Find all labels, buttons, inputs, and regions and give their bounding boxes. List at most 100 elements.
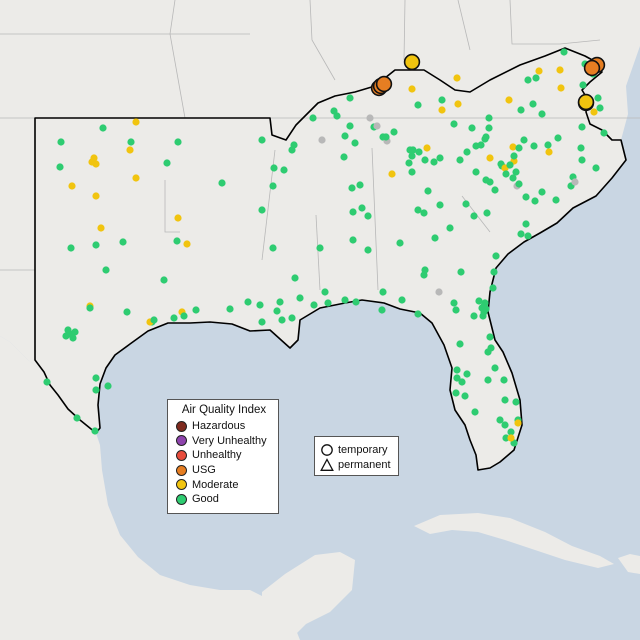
monitor-marker[interactable]: [256, 301, 264, 309]
monitor-marker[interactable]: [509, 174, 517, 182]
monitor-marker[interactable]: [509, 143, 517, 151]
monitor-marker[interactable]: [378, 306, 386, 314]
monitor-marker[interactable]: [515, 144, 523, 152]
monitor-marker[interactable]: [512, 398, 520, 406]
monitor-marker[interactable]: [57, 138, 65, 146]
monitor-marker[interactable]: [538, 188, 546, 196]
monitor-marker[interactable]: [288, 314, 296, 322]
monitor-marker[interactable]: [554, 134, 562, 142]
monitor-marker[interactable]: [486, 178, 494, 186]
monitor-marker[interactable]: [592, 164, 600, 172]
monitor-marker[interactable]: [456, 340, 464, 348]
monitor-marker[interactable]: [420, 271, 428, 279]
monitor-marker[interactable]: [358, 204, 366, 212]
monitor-marker[interactable]: [174, 214, 182, 222]
monitor-marker[interactable]: [349, 208, 357, 216]
monitor-marker[interactable]: [97, 224, 105, 232]
monitor-marker[interactable]: [502, 434, 510, 442]
monitor-marker[interactable]: [269, 244, 277, 252]
monitor-marker[interactable]: [529, 100, 537, 108]
monitor-marker[interactable]: [406, 146, 414, 154]
monitor-marker[interactable]: [348, 184, 356, 192]
monitor-marker[interactable]: [557, 84, 565, 92]
monitor-marker[interactable]: [398, 296, 406, 304]
monitor-marker[interactable]: [484, 348, 492, 356]
monitor-marker[interactable]: [408, 168, 416, 176]
monitor-marker[interactable]: [276, 298, 284, 306]
monitor-marker[interactable]: [483, 209, 491, 217]
monitor-marker[interactable]: [436, 201, 444, 209]
monitor-marker[interactable]: [479, 312, 487, 320]
monitor-marker[interactable]: [577, 144, 585, 152]
monitor-marker[interactable]: [349, 236, 357, 244]
monitor-marker[interactable]: [538, 110, 546, 118]
monitor-marker[interactable]: [192, 306, 200, 314]
monitor-marker[interactable]: [126, 146, 134, 154]
monitor-marker[interactable]: [104, 382, 112, 390]
monitor-marker[interactable]: [291, 274, 299, 282]
monitor-marker[interactable]: [258, 206, 266, 214]
monitor-marker[interactable]: [438, 96, 446, 104]
monitor-marker[interactable]: [560, 48, 568, 56]
monitor-marker[interactable]: [472, 168, 480, 176]
monitor-marker[interactable]: [491, 186, 499, 194]
monitor-marker[interactable]: [132, 174, 140, 182]
monitor-marker[interactable]: [596, 104, 604, 112]
monitor-marker[interactable]: [180, 312, 188, 320]
monitor-marker[interactable]: [470, 312, 478, 320]
monitor-marker[interactable]: [123, 308, 131, 316]
temporary-monitor-marker[interactable]: [375, 75, 393, 93]
monitor-marker[interactable]: [352, 298, 360, 306]
monitor-marker[interactable]: [517, 230, 525, 238]
monitor-marker[interactable]: [502, 170, 510, 178]
temporary-monitor-marker[interactable]: [577, 93, 595, 111]
monitor-marker[interactable]: [73, 414, 81, 422]
monitor-marker[interactable]: [462, 200, 470, 208]
monitor-marker[interactable]: [500, 376, 508, 384]
monitor-marker[interactable]: [515, 180, 523, 188]
monitor-marker[interactable]: [390, 128, 398, 136]
monitor-marker[interactable]: [590, 108, 598, 116]
monitor-marker[interactable]: [356, 181, 364, 189]
monitor-marker[interactable]: [485, 114, 493, 122]
monitor-marker[interactable]: [517, 106, 525, 114]
monitor-marker[interactable]: [415, 148, 423, 156]
monitor-marker[interactable]: [507, 434, 515, 442]
monitor-marker[interactable]: [423, 144, 431, 152]
monitor-marker[interactable]: [436, 154, 444, 162]
monitor-marker[interactable]: [522, 220, 530, 228]
temporary-monitor-marker[interactable]: [403, 53, 421, 71]
monitor-marker[interactable]: [450, 120, 458, 128]
monitor-marker[interactable]: [520, 136, 528, 144]
monitor-marker[interactable]: [505, 96, 513, 104]
monitor-marker[interactable]: [414, 206, 422, 214]
monitor-marker[interactable]: [512, 168, 520, 176]
monitor-marker[interactable]: [477, 141, 485, 149]
monitor-marker[interactable]: [226, 305, 234, 313]
monitor-marker[interactable]: [341, 132, 349, 140]
monitor-marker[interactable]: [506, 161, 514, 169]
monitor-marker[interactable]: [430, 158, 438, 166]
monitor-marker[interactable]: [71, 328, 79, 336]
monitor-marker[interactable]: [346, 94, 354, 102]
monitor-marker[interactable]: [431, 234, 439, 242]
monitor-marker[interactable]: [470, 212, 478, 220]
monitor-marker[interactable]: [414, 101, 422, 109]
monitor-marker[interactable]: [579, 81, 587, 89]
monitor-marker[interactable]: [318, 136, 326, 144]
monitor-marker[interactable]: [452, 389, 460, 397]
monitor-marker[interactable]: [382, 133, 390, 141]
monitor-marker[interactable]: [99, 124, 107, 132]
monitor-marker[interactable]: [408, 85, 416, 93]
monitor-marker[interactable]: [556, 66, 564, 74]
monitor-marker[interactable]: [351, 139, 359, 147]
monitor-marker[interactable]: [92, 241, 100, 249]
monitor-marker[interactable]: [269, 182, 277, 190]
monitor-marker[interactable]: [453, 374, 461, 382]
monitor-marker[interactable]: [119, 238, 127, 246]
monitor-marker[interactable]: [571, 178, 579, 186]
monitor-marker[interactable]: [396, 239, 404, 247]
monitor-marker[interactable]: [150, 316, 158, 324]
monitor-marker[interactable]: [452, 306, 460, 314]
monitor-marker[interactable]: [524, 76, 532, 84]
